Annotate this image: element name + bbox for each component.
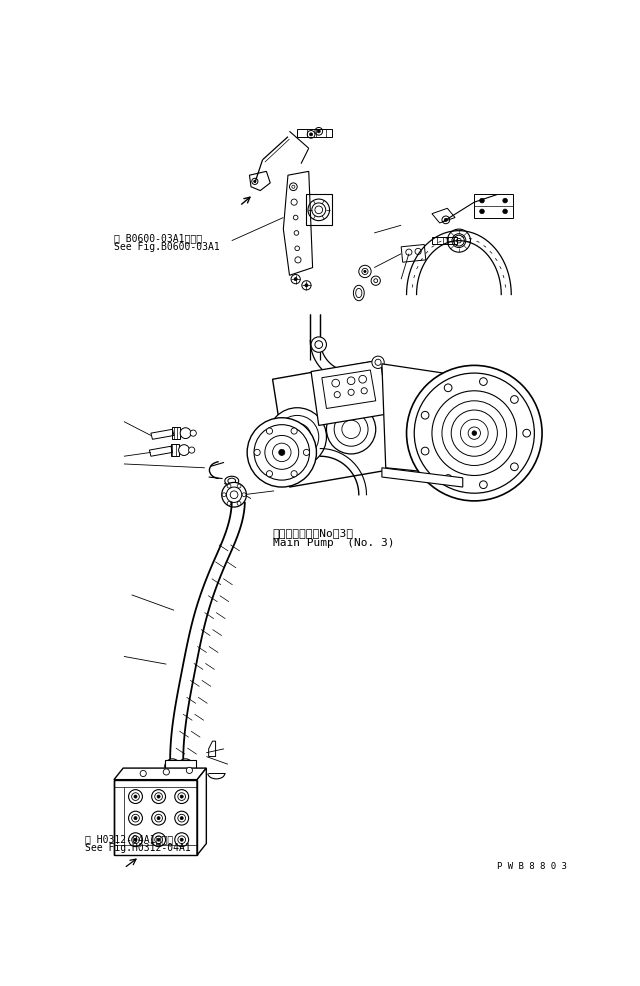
Text: Main Pump  (No. 3): Main Pump (No. 3) [273,537,394,547]
Circle shape [180,428,191,439]
Circle shape [503,199,508,204]
Circle shape [178,759,193,774]
Circle shape [253,181,256,183]
Polygon shape [197,768,206,855]
Circle shape [152,833,166,847]
Circle shape [479,379,487,387]
Polygon shape [273,361,401,487]
Circle shape [157,796,160,799]
Circle shape [310,134,312,137]
Circle shape [472,432,477,436]
Circle shape [190,431,196,437]
Circle shape [305,285,308,288]
Circle shape [180,838,183,841]
Circle shape [178,836,186,844]
Circle shape [227,502,231,506]
Circle shape [189,448,195,454]
Circle shape [178,814,186,822]
Polygon shape [382,468,463,487]
Circle shape [242,493,246,497]
Circle shape [221,483,246,508]
Circle shape [132,836,140,844]
Text: P W B 8 8 0 3: P W B 8 8 0 3 [497,862,567,871]
Polygon shape [209,741,216,757]
Circle shape [222,493,226,497]
Circle shape [254,450,260,456]
Polygon shape [114,768,206,780]
Polygon shape [114,780,197,855]
Circle shape [155,793,163,801]
Circle shape [237,485,241,488]
Circle shape [444,219,447,222]
Circle shape [364,271,366,273]
Circle shape [291,429,297,435]
Circle shape [311,337,326,353]
Circle shape [175,811,189,825]
Circle shape [164,759,180,774]
Polygon shape [311,361,388,426]
Circle shape [237,502,241,506]
Text: 第 H0312-04A1図参照: 第 H0312-04A1図参照 [86,834,173,844]
Circle shape [132,793,140,801]
Circle shape [326,405,376,455]
Circle shape [180,816,183,819]
Circle shape [179,446,189,456]
Circle shape [163,769,170,775]
Circle shape [186,767,193,774]
Circle shape [480,210,484,215]
Circle shape [134,816,137,819]
Circle shape [523,430,531,438]
Circle shape [291,471,297,477]
Circle shape [175,790,189,804]
Circle shape [292,186,295,189]
Circle shape [468,428,481,440]
Text: See Fig.H0312-04A1: See Fig.H0312-04A1 [86,842,191,852]
Circle shape [503,210,508,215]
Circle shape [180,796,183,799]
Circle shape [134,838,137,841]
Circle shape [317,130,320,134]
Circle shape [372,357,384,369]
Circle shape [268,408,326,466]
Circle shape [294,278,297,281]
Text: See Fig.B0600-03A1: See Fig.B0600-03A1 [114,242,220,251]
Circle shape [444,475,452,483]
Polygon shape [382,365,463,476]
Circle shape [406,366,542,502]
Circle shape [129,833,143,847]
Circle shape [511,396,518,404]
Circle shape [134,796,137,799]
Polygon shape [164,760,196,774]
Circle shape [421,412,429,420]
Circle shape [140,771,147,777]
Circle shape [421,448,429,456]
Circle shape [155,836,163,844]
Text: メインポンプ（No．3）: メインポンプ（No．3） [273,528,353,537]
Circle shape [129,790,143,804]
Circle shape [175,833,189,847]
Circle shape [132,814,140,822]
Circle shape [279,450,285,456]
Circle shape [479,481,487,489]
Circle shape [129,811,143,825]
Circle shape [178,793,186,801]
Circle shape [511,463,518,471]
Circle shape [157,816,160,819]
Circle shape [444,385,452,392]
Text: 第 B0600-03A1図参照: 第 B0600-03A1図参照 [114,233,202,243]
Circle shape [155,814,163,822]
Circle shape [152,790,166,804]
Circle shape [247,418,316,487]
Circle shape [303,450,310,456]
Circle shape [266,429,273,435]
Circle shape [152,811,166,825]
Circle shape [480,199,484,204]
Circle shape [266,471,273,477]
Circle shape [227,485,231,488]
Circle shape [157,838,160,841]
